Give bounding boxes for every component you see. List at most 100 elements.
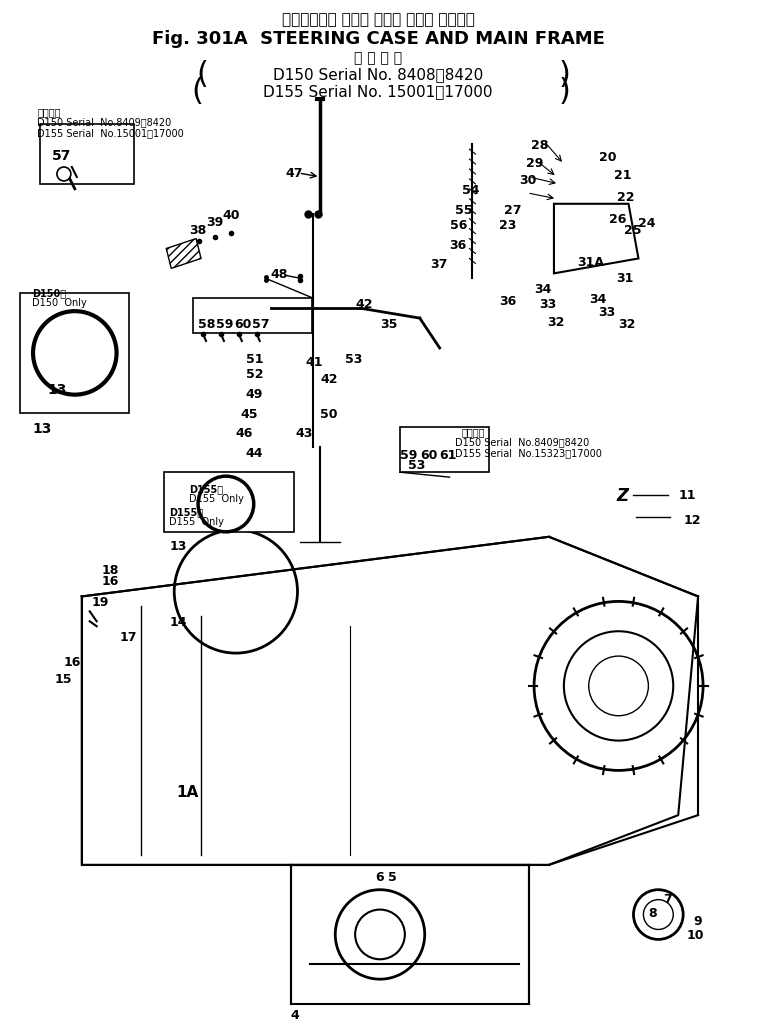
Text: 1A: 1A <box>176 785 198 801</box>
Text: 49: 49 <box>246 388 263 400</box>
Text: 31A: 31A <box>577 256 604 269</box>
Text: 34: 34 <box>589 293 606 306</box>
Text: 53: 53 <box>408 459 425 472</box>
Text: 6: 6 <box>375 870 384 884</box>
Bar <box>164 472 294 531</box>
Text: 58: 58 <box>198 318 216 331</box>
Text: ステアリング ケース および メイン フレーム: ステアリング ケース および メイン フレーム <box>282 12 475 27</box>
Text: 10: 10 <box>686 930 704 942</box>
Text: 48: 48 <box>271 268 288 282</box>
Text: 40: 40 <box>223 209 241 222</box>
Text: 24: 24 <box>638 217 656 229</box>
Bar <box>20 293 129 413</box>
Text: D155 Serial No. 15001～17000: D155 Serial No. 15001～17000 <box>263 85 493 99</box>
Text: 42: 42 <box>320 373 338 386</box>
Text: D155用: D155用 <box>170 507 204 517</box>
Text: 59: 59 <box>216 318 233 331</box>
Text: D155  Only: D155 Only <box>189 494 244 504</box>
Bar <box>40 124 135 184</box>
Text: (: ( <box>196 59 208 89</box>
Text: 20: 20 <box>599 152 616 164</box>
Text: 54: 54 <box>463 184 480 197</box>
Text: Z: Z <box>617 487 628 505</box>
Text: 9: 9 <box>693 914 702 928</box>
Bar <box>291 865 529 1004</box>
Text: D150 Serial  No.8409～8420: D150 Serial No.8409～8420 <box>454 437 589 447</box>
Text: D155  Only: D155 Only <box>170 517 224 527</box>
Text: 適用号機: 適用号機 <box>37 108 61 118</box>
Text: 22: 22 <box>617 190 634 204</box>
Text: 適 用 号 機: 適 用 号 機 <box>354 51 402 66</box>
Text: 35: 35 <box>380 318 397 331</box>
Text: 34: 34 <box>534 284 551 296</box>
Text: 30: 30 <box>519 174 537 187</box>
Text: 12: 12 <box>683 514 701 527</box>
Text: 38: 38 <box>189 223 207 237</box>
Text: 36: 36 <box>500 295 516 308</box>
Text: 28: 28 <box>531 139 549 153</box>
Text: 16: 16 <box>101 574 119 588</box>
Text: D155 Serial  No.15001～17000: D155 Serial No.15001～17000 <box>37 128 184 138</box>
Text: 57: 57 <box>252 318 269 331</box>
Bar <box>193 298 313 333</box>
Text: 13: 13 <box>47 383 67 396</box>
Text: 適用号機: 適用号機 <box>462 427 485 437</box>
Text: D150用: D150用 <box>32 289 66 298</box>
Text: 21: 21 <box>614 169 631 182</box>
Text: 7: 7 <box>663 893 672 905</box>
Text: ): ) <box>559 77 571 105</box>
Text: 16: 16 <box>64 656 81 669</box>
Text: 32: 32 <box>618 318 636 331</box>
Text: 31: 31 <box>617 272 634 286</box>
Text: (: ( <box>191 77 203 105</box>
Text: D150 Serial No. 8408～8420: D150 Serial No. 8408～8420 <box>273 68 483 83</box>
Polygon shape <box>167 239 201 268</box>
Text: 44: 44 <box>246 447 263 461</box>
Text: 41: 41 <box>305 356 323 369</box>
Text: 25: 25 <box>624 223 641 237</box>
Text: 29: 29 <box>526 157 544 170</box>
Text: 47: 47 <box>285 167 303 180</box>
Text: D155用: D155用 <box>189 484 223 495</box>
Text: 5: 5 <box>388 870 397 884</box>
Text: 60: 60 <box>419 450 437 462</box>
Text: 13: 13 <box>170 540 187 553</box>
Text: 23: 23 <box>500 219 517 231</box>
Text: 55: 55 <box>454 204 472 217</box>
Text: ): ) <box>559 59 571 89</box>
Text: 60: 60 <box>234 318 251 331</box>
Text: D155 Serial  No.15323～17000: D155 Serial No.15323～17000 <box>454 449 601 459</box>
Text: 33: 33 <box>539 298 556 311</box>
Text: 27: 27 <box>504 204 522 217</box>
Text: 61: 61 <box>440 450 457 462</box>
Text: 43: 43 <box>295 427 313 440</box>
Text: 51: 51 <box>246 353 263 366</box>
Text: 33: 33 <box>599 306 616 319</box>
Text: 45: 45 <box>241 408 258 421</box>
Text: 50: 50 <box>320 408 338 421</box>
Text: 59: 59 <box>400 450 417 462</box>
Text: 26: 26 <box>609 213 626 225</box>
Text: 15: 15 <box>55 673 73 686</box>
Text: 17: 17 <box>120 631 137 644</box>
Text: Fig. 301A  STEERING CASE AND MAIN FRAME: Fig. 301A STEERING CASE AND MAIN FRAME <box>151 30 604 48</box>
Text: D150 Serial  No.8409～8420: D150 Serial No.8409～8420 <box>37 118 171 127</box>
Text: 37: 37 <box>430 258 447 271</box>
Text: 14: 14 <box>170 616 187 630</box>
Text: 36: 36 <box>450 239 467 252</box>
Text: 19: 19 <box>92 596 109 609</box>
Text: 4: 4 <box>291 1009 299 1022</box>
Text: 8: 8 <box>649 906 657 920</box>
Text: 42: 42 <box>355 298 372 311</box>
Text: 53: 53 <box>345 353 363 366</box>
Text: 18: 18 <box>101 563 119 577</box>
Text: 46: 46 <box>236 427 254 440</box>
Text: 57: 57 <box>52 150 71 163</box>
Text: 56: 56 <box>450 219 467 231</box>
Text: 13: 13 <box>32 423 51 436</box>
Text: D150  Only: D150 Only <box>32 298 87 308</box>
Text: 11: 11 <box>678 489 696 502</box>
Text: 39: 39 <box>206 216 223 228</box>
Text: 52: 52 <box>246 368 263 381</box>
Text: 32: 32 <box>547 316 565 329</box>
